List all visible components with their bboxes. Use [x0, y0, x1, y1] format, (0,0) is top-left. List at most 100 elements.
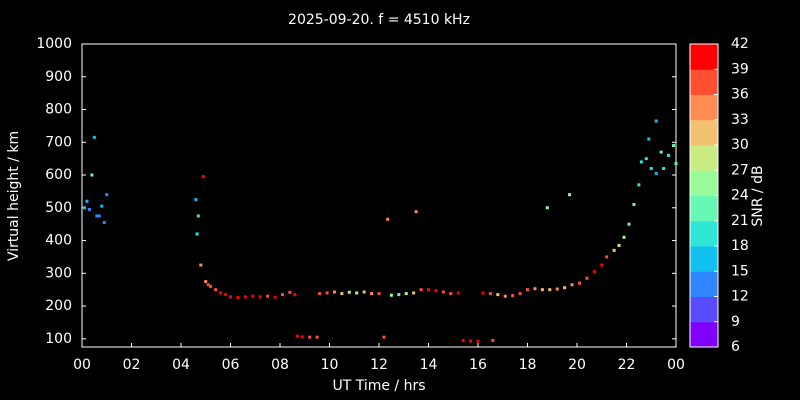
- x-tick-label: 10: [321, 357, 339, 373]
- echo-point: [622, 235, 626, 239]
- y-tick-label: 700: [45, 134, 72, 150]
- echo-point: [674, 162, 678, 166]
- y-tick-label: 300: [45, 265, 72, 281]
- echo-point: [325, 291, 329, 295]
- colorbar-tick-label: 24: [731, 188, 749, 204]
- x-tick-label: 02: [123, 357, 141, 373]
- echo-point: [639, 160, 643, 164]
- echo-point: [644, 157, 648, 161]
- colorbar-swatch: [690, 69, 718, 95]
- echo-point: [102, 221, 106, 225]
- echo-point: [382, 335, 386, 339]
- x-tick-label: 18: [519, 357, 537, 373]
- echo-point: [295, 334, 299, 338]
- echo-point: [476, 339, 480, 343]
- echo-point: [206, 283, 210, 287]
- echo-point: [654, 119, 658, 123]
- colorbar-tick-label: 21: [731, 213, 749, 229]
- chart-title: 2025-09-20. f = 4510 kHz: [288, 12, 470, 28]
- echo-point: [404, 292, 408, 296]
- colorbar-swatch: [690, 44, 718, 70]
- echo-point: [315, 335, 319, 339]
- echo-point: [563, 286, 567, 290]
- echo-point: [90, 173, 94, 177]
- colorbar-swatch: [690, 195, 718, 222]
- echo-point: [251, 294, 255, 298]
- echo-point: [195, 232, 199, 236]
- echo-point: [105, 193, 109, 197]
- colorbar-swatch: [690, 94, 718, 121]
- y-tick-label: 500: [45, 200, 72, 216]
- echo-point: [412, 291, 416, 295]
- echo-point: [347, 290, 351, 294]
- y-tick-label: 200: [45, 298, 72, 314]
- echo-point: [386, 217, 390, 221]
- echo-point: [540, 288, 544, 292]
- echo-point: [419, 288, 423, 292]
- echo-point: [194, 198, 198, 202]
- colorbar-tick-label: 33: [731, 112, 749, 128]
- echo-point: [568, 193, 572, 197]
- echo-point: [605, 255, 609, 259]
- x-tick-label: 22: [618, 357, 636, 373]
- x-axis-label: UT Time / hrs: [332, 378, 425, 394]
- echo-point: [526, 288, 529, 292]
- x-tick-label: 16: [469, 357, 487, 373]
- colorbar-tick-label: 6: [731, 339, 740, 355]
- echo-point: [196, 214, 200, 218]
- echo-point: [370, 292, 374, 296]
- echo-point: [592, 270, 596, 274]
- colorbar-swatch: [690, 271, 718, 297]
- colorbar-swatch: [690, 296, 718, 323]
- colorbar-tick-label: 36: [731, 87, 749, 103]
- echo-point: [377, 292, 381, 296]
- echo-point: [293, 293, 297, 297]
- echo-point: [533, 287, 537, 291]
- echo-point: [355, 291, 359, 295]
- colorbar-tick-label: 39: [731, 61, 749, 77]
- echo-point: [100, 204, 104, 208]
- x-tick-label: 12: [370, 357, 388, 373]
- echo-point: [199, 263, 203, 267]
- echo-point: [214, 288, 218, 292]
- echo-point: [95, 214, 99, 218]
- colorbar-tick-label: 42: [731, 36, 749, 52]
- echo-point: [300, 335, 304, 339]
- echo-point: [414, 210, 418, 214]
- y-axis-label: Virtual height / km: [6, 131, 22, 261]
- colorbar-tick-label: 12: [731, 289, 749, 305]
- y-tick-label: 400: [45, 233, 72, 249]
- echo-point: [637, 183, 641, 187]
- echo-point: [332, 290, 336, 294]
- colorbar-label: SNR / dB: [750, 165, 766, 226]
- echo-point: [288, 290, 292, 294]
- echo-point: [488, 292, 492, 296]
- y-tick-label: 600: [45, 167, 72, 183]
- colorbar-swatch: [690, 145, 718, 171]
- colorbar-tick-label: 18: [731, 238, 749, 254]
- x-tick-label: 04: [172, 357, 190, 373]
- echo-point: [481, 291, 485, 295]
- echo-point: [397, 293, 401, 297]
- echo-point: [340, 292, 344, 296]
- echo-point: [518, 292, 522, 296]
- echo-point: [224, 293, 228, 297]
- y-tick-label: 1000: [36, 36, 72, 52]
- echo-point: [243, 295, 247, 299]
- x-tick-label: 06: [222, 357, 240, 373]
- echo-point: [266, 294, 270, 298]
- echo-point: [318, 292, 322, 296]
- echo-point: [577, 281, 581, 285]
- colorbar-tick-label: 30: [731, 137, 749, 153]
- echo-point: [456, 291, 460, 295]
- colorbar-tick-label: 9: [731, 314, 740, 330]
- echo-point: [219, 291, 223, 295]
- echo-point: [627, 222, 631, 226]
- echo-point: [92, 135, 96, 139]
- y-tick-label: 100: [45, 331, 72, 347]
- colorbar-swatch: [690, 246, 718, 272]
- x-tick-label: 00: [73, 357, 91, 373]
- echo-point: [662, 166, 666, 170]
- echo-point: [389, 293, 393, 297]
